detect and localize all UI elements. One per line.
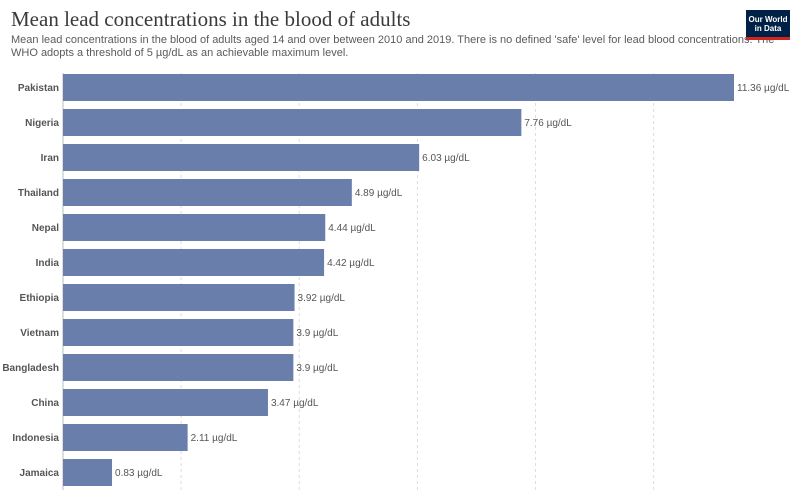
chart-title: Mean lead concentrations in the blood of… (11, 7, 411, 31)
value-label: 3.47 µg/dL (271, 398, 319, 409)
bar[interactable] (63, 144, 420, 171)
value-label: 3.9 µg/dL (296, 328, 338, 339)
value-label: 4.89 µg/dL (355, 188, 403, 199)
category-label: Indonesia (12, 433, 59, 444)
value-label: 3.92 µg/dL (298, 293, 346, 304)
category-label: Iran (41, 153, 59, 164)
category-label: India (36, 258, 60, 269)
logo-line-2: in Data (754, 23, 782, 33)
logo-line-1: Our World (748, 14, 788, 24)
bar[interactable] (63, 179, 352, 206)
category-label: Nigeria (25, 118, 59, 129)
category-label: China (31, 398, 59, 409)
bar[interactable] (63, 389, 268, 416)
value-label: 0.83 µg/dL (115, 468, 163, 479)
bar[interactable] (63, 249, 325, 276)
value-label: 11.36 µg/dL (737, 83, 790, 94)
category-label: Bangladesh (2, 363, 59, 374)
owid-logo[interactable]: Our World in Data (746, 10, 790, 40)
value-label: 7.76 µg/dL (524, 118, 572, 129)
category-label: Thailand (18, 188, 59, 199)
value-label: 3.9 µg/dL (296, 363, 338, 374)
category-label: Jamaica (20, 468, 60, 479)
category-label: Ethiopia (20, 293, 60, 304)
bar[interactable] (63, 214, 326, 241)
bar[interactable] (63, 424, 188, 451)
bar[interactable] (63, 354, 294, 381)
bar[interactable] (63, 459, 113, 486)
bar[interactable] (63, 109, 522, 136)
category-label: Nepal (32, 223, 59, 234)
bar[interactable] (63, 319, 294, 346)
category-label: Pakistan (18, 83, 59, 94)
bar[interactable] (63, 74, 734, 101)
bar[interactable] (63, 284, 295, 311)
value-label: 4.42 µg/dL (327, 258, 375, 269)
value-label: 6.03 µg/dL (422, 153, 470, 164)
chart-subtitle: Mean lead concentrations in the blood of… (11, 34, 775, 59)
value-label: 2.11 µg/dL (191, 433, 238, 444)
value-label: 4.44 µg/dL (328, 223, 376, 234)
category-label: Vietnam (20, 328, 59, 339)
